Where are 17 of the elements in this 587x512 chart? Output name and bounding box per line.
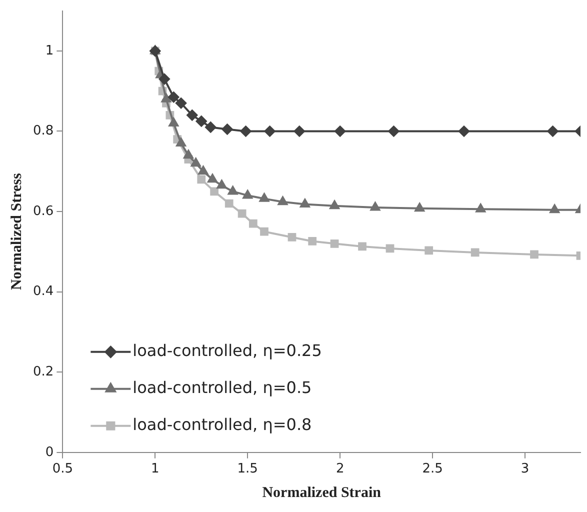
y-tick-label: 0.2 <box>32 364 54 380</box>
x-tick-label: 1.5 <box>237 462 258 477</box>
x-tick-label: 3 <box>520 462 530 477</box>
y-tick-label: 0 <box>45 444 54 460</box>
legend-label: load-controlled, η=0.25 <box>132 341 322 360</box>
y-axis-title: Normalized Stress <box>8 173 25 290</box>
y-tick-label: 0.8 <box>32 124 54 139</box>
y-tick-label: 0.4 <box>32 284 54 300</box>
y-tick-label: 1 <box>45 43 54 58</box>
y-tick-label: 0.6 <box>32 204 54 219</box>
x-tick-label: 0.5 <box>52 462 74 477</box>
legend-label: load-controlled, η=0.8 <box>132 415 312 434</box>
x-tick-label: 2.5 <box>422 462 443 477</box>
x-tick-label: 1 <box>151 462 160 477</box>
x-axis-title: Normalized Strain <box>262 484 382 501</box>
legend-label: load-controlled, η=0.5 <box>132 378 312 398</box>
x-tick-label: 2 <box>336 462 344 477</box>
